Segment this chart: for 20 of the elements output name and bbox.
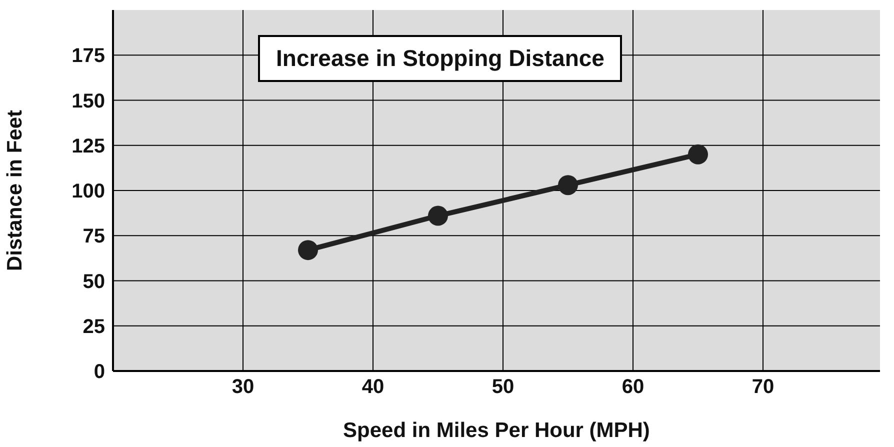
x-tick-label: 60 [622,376,644,398]
y-tick-label: 100 [72,180,105,203]
y-tick-label: 50 [82,270,105,293]
point [688,144,708,164]
point [428,206,448,226]
y-tick-label: 75 [82,226,105,248]
y-tick-label: 150 [72,90,105,112]
text: Increase in Stopping Distance [258,35,622,82]
x-tick-label: 50 [492,376,514,398]
point [558,175,578,196]
x-tick-label: 30 [232,376,254,398]
y-axis-title: Distance in Feet [3,110,26,272]
x-tick-label: 40 [362,376,384,398]
y-tick-label: 175 [72,45,105,68]
x-axis-title: Speed in Miles Per Hour (MPH) [343,419,650,442]
y-tick-label: 25 [82,316,105,338]
y-tick-label: 125 [72,135,105,158]
x-tick-label: 70 [752,376,774,398]
point [298,240,318,260]
y-tick-label: 0 [94,361,105,384]
